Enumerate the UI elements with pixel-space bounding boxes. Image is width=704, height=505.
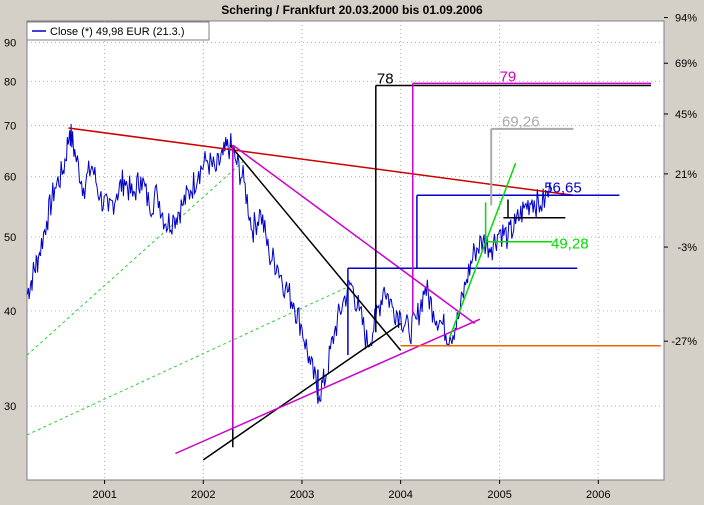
grid [27,21,664,480]
y-right-tick-label: -27% [671,336,697,348]
x-tick-label: 2004 [388,489,412,501]
annotation-label: 79 [500,68,517,85]
x-tick-label: 2003 [290,489,314,501]
y-tick-label: 70 [4,121,16,133]
y-tick-label: 90 [4,37,16,49]
plot-area [26,20,665,481]
trendline [449,162,517,337]
x-tick-label: 2001 [92,489,116,501]
annotation-label: 56,65 [544,179,582,196]
trendline [68,127,574,197]
y-right-tick-label: 45% [675,109,697,121]
annotation-label: 49,28 [551,235,589,252]
x-tick-label: 2002 [191,489,215,501]
y-tick-label: 60 [4,172,16,184]
y-tick-label: 80 [4,76,16,88]
axes: 2001200220032004200520063040506070809011… [4,13,697,501]
y-right-tick-label: -3% [677,242,697,254]
legend-label: Close (*) 49,98 EUR (21.3.) [50,26,185,38]
trendlines [68,82,661,461]
y-right-tick-label: 69% [675,58,697,70]
legend: Close (*) 49,98 EUR (21.3.) [26,21,210,41]
trendline [229,144,402,351]
annotation-label: 78 [377,70,394,87]
x-tick-label: 2005 [487,489,511,501]
y-right-tick-label: 21% [675,169,697,181]
chart-title: Schering / Frankfurt 20.03.2000 bis 01.0… [221,3,483,17]
y-tick-label: 30 [4,401,16,413]
dashed-trendline [26,160,245,356]
y-tick-label: 40 [4,306,16,318]
trendline [202,322,402,461]
trendline [175,318,481,455]
annotations: 78 79 69,26 56,65 49,28 [377,68,589,252]
trendline [232,144,476,325]
y-tick-label: 50 [4,232,16,244]
y-right-tick-label: 94% [675,13,697,25]
annotation-label: 69,26 [502,114,540,131]
x-tick-label: 2006 [586,489,610,501]
legend-box [26,21,210,41]
